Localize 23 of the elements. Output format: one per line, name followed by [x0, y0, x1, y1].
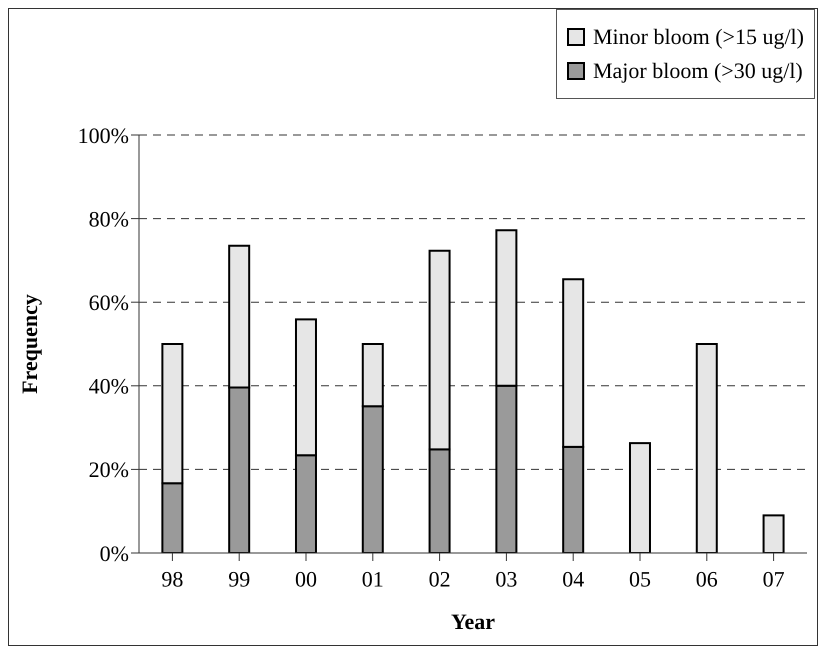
x-tick-label: 07 — [762, 566, 785, 592]
x-tick-label: 03 — [495, 566, 518, 592]
y-tick-label: 100% — [78, 122, 129, 148]
y-tick-label: 20% — [88, 457, 129, 482]
bar — [628, 442, 651, 553]
x-tick-label: 04 — [562, 566, 584, 592]
x-axis-title: Year — [451, 609, 496, 634]
x-tick-label: 02 — [428, 566, 451, 592]
y-tick-label: 60% — [88, 290, 129, 316]
x-tick-label: 00 — [295, 566, 317, 592]
legend-label: Minor bloom (>15 ug/l) — [592, 24, 804, 50]
y-tick-label: 40% — [88, 374, 129, 399]
y-tick-label: 0% — [100, 540, 129, 566]
x-tick-label: 01 — [362, 566, 384, 592]
x-tick-label: 98 — [161, 566, 184, 592]
x-tick-label: 99 — [228, 566, 250, 592]
bar — [762, 514, 785, 553]
y-axis-title: Frequency — [16, 294, 42, 394]
legend-label: Major bloom (>30 ug/l) — [592, 58, 803, 84]
y-tick-label: 80% — [88, 206, 129, 232]
bar — [696, 343, 718, 553]
x-tick-label: 06 — [696, 566, 718, 592]
x-tick-label: 05 — [629, 566, 651, 592]
